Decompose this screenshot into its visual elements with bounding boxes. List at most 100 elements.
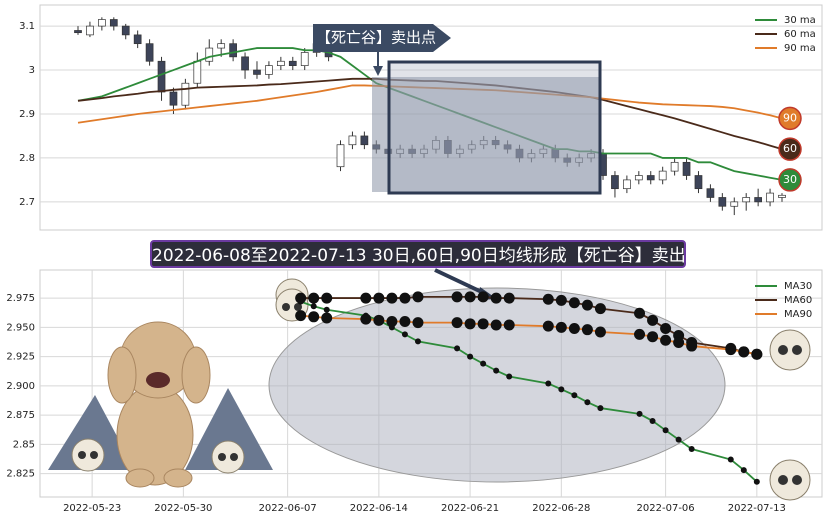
ma-point [673,337,685,349]
ma-point [738,346,750,358]
ma-point [727,456,734,463]
x-tick-label: 2022-06-07 [259,503,317,514]
candle-body [348,135,357,146]
ma-point [753,478,760,485]
ma-point [597,405,604,412]
candle-body [181,82,190,106]
ma-point [464,291,476,303]
candle-body [682,161,691,176]
ma-point [295,292,307,304]
ma-point [594,303,606,315]
candle-body [133,34,142,45]
badge-label: 30 [783,173,797,186]
candle-body [706,188,715,198]
candle-body [98,19,106,27]
candle-body [336,144,345,168]
candle-body [754,197,762,203]
ma-point [412,317,424,329]
annotation-banner [313,24,451,52]
candle-body [121,25,130,36]
ma-point [634,307,646,319]
skulls [71,278,811,501]
candle-body [253,69,261,75]
x-tick-label: 2022-05-23 [63,503,121,514]
ma-point [399,315,411,327]
ma-point [555,321,567,333]
highlight [372,77,600,192]
ma-point [647,331,659,343]
y-tick-label: 2.9 [19,109,35,120]
skull-eyes [78,303,802,485]
annotation: 【死亡谷】卖出点 [316,29,436,47]
badge [778,168,802,192]
ma-point [321,292,333,304]
candle-body [766,192,774,203]
ma-point [295,310,307,322]
ma-point [545,380,552,387]
candle-body [229,43,237,58]
pyramid [48,395,135,470]
ma-point [660,334,672,346]
ma-point [662,427,669,434]
ma-point [323,306,330,313]
ma-point [581,299,593,311]
ma-point [451,317,463,329]
y-tick-label: 3 [29,65,35,76]
candle-body [74,30,82,34]
ma-point [568,323,580,335]
candle-body [658,170,667,181]
y-tick-label: 2.875 [6,410,35,421]
ma-point [360,313,372,325]
x-tick-label: 2022-07-13 [728,503,786,514]
candle-body [276,60,285,66]
candle-body [109,19,118,27]
badge [778,137,802,161]
ma-point [493,367,500,374]
highlight-ellipse [268,287,726,483]
y-tick-label: 2.900 [6,381,35,392]
x-tick-label: 2022-07-06 [637,503,695,514]
y-tick-label: 2.925 [6,352,35,363]
ma-point [386,292,398,304]
badge-label: 90 [783,111,797,124]
ma-point [568,297,580,309]
legend-label: 90 ma [784,43,816,54]
candle-body [205,47,214,62]
dog-mouth [146,372,170,388]
x-tick-label: 2022-06-14 [350,503,408,514]
pyramid [185,388,273,470]
candle-body [742,197,751,203]
legend-label: MA30 [784,281,812,292]
candle-body [86,25,94,36]
ma-point [386,315,398,327]
candle-body [157,60,166,93]
candle-body [778,194,786,198]
ma-point [571,392,578,399]
legend-label: 60 ma [784,29,816,40]
x-tick-label: 2022-06-28 [532,503,590,514]
candle-body [670,161,679,172]
ma-point [594,326,606,338]
ma-point [310,303,317,310]
ma-point [373,292,385,304]
ma-point [581,324,593,336]
legend-label: MA90 [784,309,812,320]
candle-body [193,60,202,84]
ma-point [649,417,656,424]
ma-point [542,320,554,332]
ma-point [647,314,659,326]
ma-point [751,348,763,360]
y-tick-label: 2.7 [19,197,35,208]
dog [107,321,211,488]
ma-point [477,291,489,303]
ma-point [480,360,487,367]
ma-point [636,410,643,417]
ma-point [321,312,333,324]
y-tick-label: 2.975 [6,293,35,304]
ma-point [584,399,591,406]
ma-point [634,328,646,340]
x-tick-label: 2022-05-30 [154,503,212,514]
